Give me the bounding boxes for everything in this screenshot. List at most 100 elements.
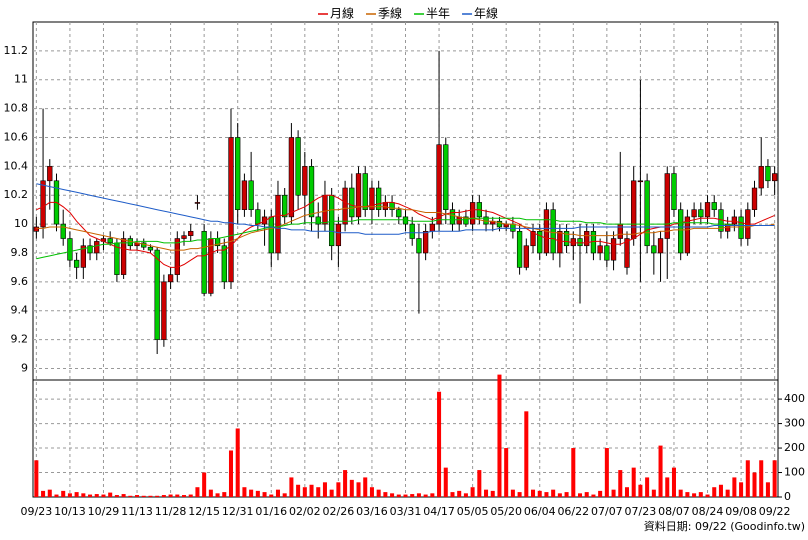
volume-bar	[195, 487, 200, 497]
candle-body	[47, 166, 53, 182]
volume-bar	[598, 490, 603, 497]
candle-body	[624, 238, 630, 268]
candle-body	[255, 209, 261, 225]
volume-bar	[369, 487, 374, 497]
candle-body	[530, 231, 536, 247]
volume-bar	[537, 490, 542, 497]
legend-label: 半年	[426, 7, 450, 21]
volume-bar	[739, 482, 744, 497]
volume-bar	[222, 492, 227, 497]
candle-body	[188, 231, 194, 236]
volume-bar	[41, 490, 46, 497]
legend-label: 月線	[330, 6, 354, 21]
candle-body	[329, 194, 335, 247]
candle-body	[181, 235, 187, 239]
volume-bar	[450, 492, 455, 497]
volume-bar	[249, 489, 254, 497]
volume-bar	[47, 489, 52, 497]
x-tick-label: 10/29	[88, 505, 120, 518]
volume-bar	[262, 492, 267, 497]
candle-body	[235, 137, 241, 210]
candle-body	[429, 223, 435, 232]
volume-bar	[692, 493, 697, 497]
x-tick-label: 01/16	[255, 505, 287, 518]
volume-bar	[618, 470, 623, 497]
volume-bar	[94, 494, 99, 497]
candle-body	[463, 216, 469, 225]
candle-body	[751, 187, 758, 210]
candle-body	[443, 144, 449, 210]
volume-bar	[685, 492, 690, 497]
candle-body	[456, 216, 462, 225]
volume-bar	[302, 487, 307, 497]
candle-body	[664, 173, 670, 239]
x-tick-label: 06/04	[524, 505, 556, 518]
volume-bar	[88, 494, 93, 497]
volume-bar	[416, 493, 421, 497]
candle-body	[60, 223, 66, 239]
candle-body	[120, 238, 127, 275]
x-tick-label: 07/23	[625, 505, 657, 518]
candle-body	[275, 194, 281, 254]
candle-body	[637, 180, 644, 183]
candle-body	[678, 209, 684, 254]
volume-bar	[242, 487, 247, 497]
volume-bar	[732, 477, 737, 497]
volume-bar	[557, 493, 562, 497]
volume-bar	[34, 460, 39, 497]
y2-tick-label: 0	[784, 490, 791, 503]
candle-body	[107, 238, 113, 244]
y-tick-label: 9.6	[11, 275, 29, 288]
volume-bar	[638, 484, 643, 497]
volume-bar	[228, 450, 234, 497]
volume-bar	[396, 494, 401, 497]
volume-bar	[296, 484, 301, 497]
candle-body	[295, 137, 301, 196]
volume-bar	[383, 492, 388, 497]
candle-body	[436, 144, 442, 225]
volume-bar	[759, 460, 764, 497]
x-tick-label: 05/05	[457, 505, 489, 518]
volume-bar	[282, 493, 287, 497]
candle-body	[704, 202, 711, 218]
candle-body	[268, 216, 274, 254]
candle-body	[597, 245, 603, 254]
y-tick-label: 9.8	[11, 246, 29, 259]
volume-bar	[490, 490, 495, 497]
candle-body	[335, 223, 342, 247]
candle-body	[167, 274, 174, 283]
x-tick-label: 04/17	[423, 505, 455, 518]
volume-bar	[356, 482, 361, 497]
y-tick-label: 9.2	[11, 333, 29, 346]
volume-bar	[202, 472, 207, 497]
x-tick-label: 11/28	[155, 505, 187, 518]
candle-body	[174, 238, 180, 275]
volume-bar	[101, 494, 106, 497]
volume-bar	[651, 489, 656, 497]
volume-bar	[168, 494, 173, 497]
volume-bar	[564, 492, 569, 497]
volume-bar	[376, 489, 381, 497]
candle-body	[617, 223, 623, 239]
x-tick-label: 05/20	[490, 505, 522, 518]
candle-body	[87, 245, 93, 254]
candle-body	[738, 216, 744, 239]
volume-bar	[269, 494, 274, 497]
candle-body	[563, 231, 570, 247]
x-tick-label: 12/31	[222, 505, 254, 518]
volume-bar	[343, 470, 348, 497]
x-tick-label: 03/31	[390, 505, 422, 518]
candle-body	[369, 187, 375, 210]
x-tick-label: 09/23	[21, 505, 53, 518]
legend-label: 季線	[378, 6, 402, 21]
x-tick-label: 12/15	[188, 505, 220, 518]
volume-bar	[678, 489, 683, 497]
candle-body	[221, 245, 227, 283]
candle-body	[208, 238, 214, 294]
candle-body	[147, 246, 154, 251]
candle-body	[771, 173, 778, 182]
volume-bar	[289, 477, 294, 497]
candle-body	[758, 166, 764, 189]
volume-bar	[524, 411, 529, 497]
y-tick-label: 9.4	[11, 304, 29, 317]
